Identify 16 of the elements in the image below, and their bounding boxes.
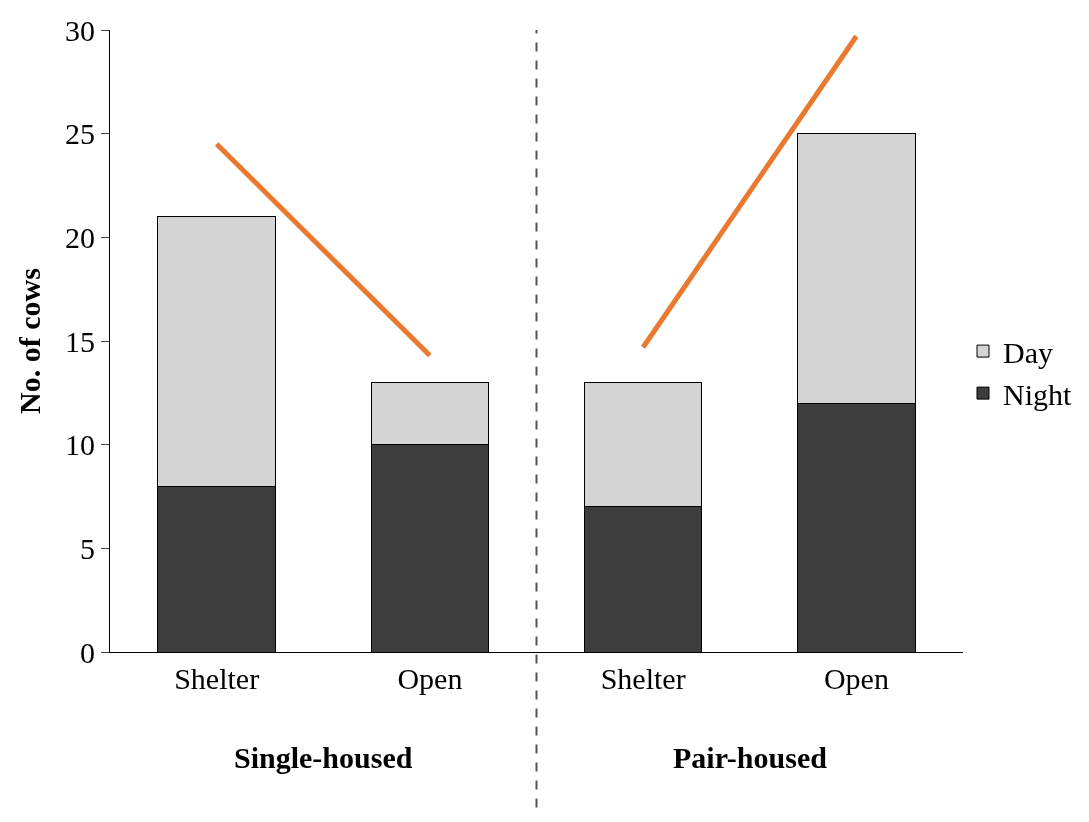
y-tick-label: 15 <box>65 324 95 358</box>
y-tick-label: 30 <box>65 13 95 47</box>
y-axis-title: No. of cows <box>13 268 46 414</box>
legend-label: Day <box>1003 335 1053 369</box>
text: Pair-housed <box>673 741 828 774</box>
text: Single-housed <box>234 741 413 774</box>
x-tick-label: Shelter <box>600 662 686 695</box>
y-tick-label: 20 <box>65 220 95 254</box>
x-tick-label: Open <box>823 662 889 695</box>
y-tick-label: 5 <box>80 531 95 565</box>
x-tick-label: Open <box>397 662 463 695</box>
x-tick-label: Shelter <box>174 662 260 695</box>
legend-label: Night <box>1003 377 1072 411</box>
y-tick-label: 25 <box>65 117 95 151</box>
y-tick-label: 0 <box>80 635 95 669</box>
y-tick-label: 10 <box>65 428 95 462</box>
